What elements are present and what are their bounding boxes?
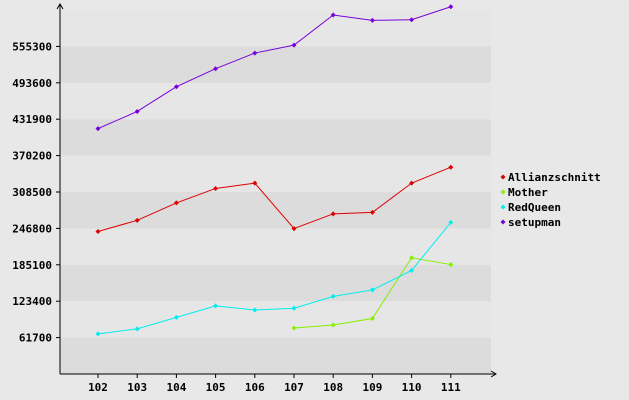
data-point — [369, 17, 375, 23]
grid-band — [60, 82, 491, 120]
data-point — [291, 325, 297, 331]
data-point — [213, 185, 219, 191]
y-tick-label: 431900 — [12, 113, 52, 126]
y-tick-label: 185100 — [12, 259, 52, 272]
data-point — [448, 4, 454, 10]
grid-band — [60, 10, 491, 47]
y-tick-label: 370200 — [12, 150, 52, 163]
x-tick-label: 105 — [206, 381, 226, 394]
x-tick-label: 106 — [245, 381, 265, 394]
y-tick-label: 555300 — [12, 40, 52, 53]
data-point — [134, 326, 140, 332]
x-tick-label: 109 — [362, 381, 382, 394]
legend-label: setupman — [508, 216, 561, 229]
grid-band — [60, 46, 491, 83]
data-point — [95, 126, 101, 132]
data-point — [330, 293, 336, 299]
x-tick-label: 104 — [166, 381, 186, 394]
grid-band — [60, 264, 491, 302]
x-tick-label: 111 — [441, 381, 461, 394]
grid-band — [60, 301, 491, 338]
legend-label: Mother — [508, 186, 548, 199]
data-point — [173, 200, 179, 206]
grid-band — [60, 119, 491, 156]
legend: Allianzschnitt Mother RedQueen setupman — [500, 171, 601, 229]
data-point — [330, 211, 336, 217]
legend-label: RedQueen — [508, 201, 561, 214]
data-point — [448, 262, 454, 268]
series-line — [97, 166, 451, 233]
data-point — [369, 209, 375, 215]
data-point — [409, 180, 415, 186]
x-tick-label: 107 — [284, 381, 304, 394]
data-point — [409, 17, 415, 23]
grid-band — [60, 337, 491, 374]
data-point — [95, 331, 101, 337]
y-axis-arrow — [56, 3, 64, 10]
data-point — [213, 66, 219, 72]
grid-bands — [60, 10, 491, 374]
data-point — [330, 12, 336, 18]
series-lines — [95, 4, 454, 337]
x-axis-arrow — [490, 370, 497, 378]
data-point — [134, 217, 140, 223]
data-point — [213, 303, 219, 309]
data-point — [134, 108, 140, 114]
legend-marker — [500, 204, 506, 210]
grid-band — [60, 192, 491, 229]
y-tick-label: 493600 — [12, 77, 52, 90]
data-point — [252, 180, 258, 186]
data-point — [252, 307, 258, 313]
data-point — [95, 229, 101, 235]
data-point — [252, 50, 258, 56]
grid-band — [60, 155, 491, 192]
data-point — [448, 219, 454, 225]
axes — [56, 3, 497, 378]
y-tick-label: 61700 — [19, 332, 52, 345]
x-tick-label: 102 — [88, 381, 108, 394]
x-tick-label: 110 — [402, 381, 422, 394]
y-tick-label: 246800 — [12, 222, 52, 235]
data-point — [291, 42, 297, 48]
y-axis-ticks: 61700 123400 185100 246800 308500 370200 43190… — [12, 40, 60, 345]
x-axis-ticks: 102 103 104 105 106 107 108 109 110 111 — [88, 374, 461, 394]
data-point — [173, 84, 179, 90]
data-point — [291, 226, 297, 232]
x-tick-label: 103 — [127, 381, 147, 394]
series-line — [97, 6, 451, 130]
data-point — [409, 255, 415, 261]
data-point — [409, 267, 415, 273]
data-point — [173, 314, 179, 320]
data-point — [448, 164, 454, 170]
x-tick-label: 108 — [323, 381, 343, 394]
grid-band — [60, 228, 491, 265]
legend-marker — [500, 189, 506, 195]
data-point — [369, 316, 375, 322]
data-point — [291, 305, 297, 311]
data-point — [369, 287, 375, 293]
legend-marker — [500, 174, 506, 180]
data-point — [330, 322, 336, 328]
legend-marker — [500, 219, 506, 225]
series-line — [97, 222, 452, 335]
y-tick-label: 123400 — [12, 295, 52, 308]
y-tick-label: 308500 — [12, 186, 52, 199]
legend-label: Allianzschnitt — [508, 171, 601, 184]
